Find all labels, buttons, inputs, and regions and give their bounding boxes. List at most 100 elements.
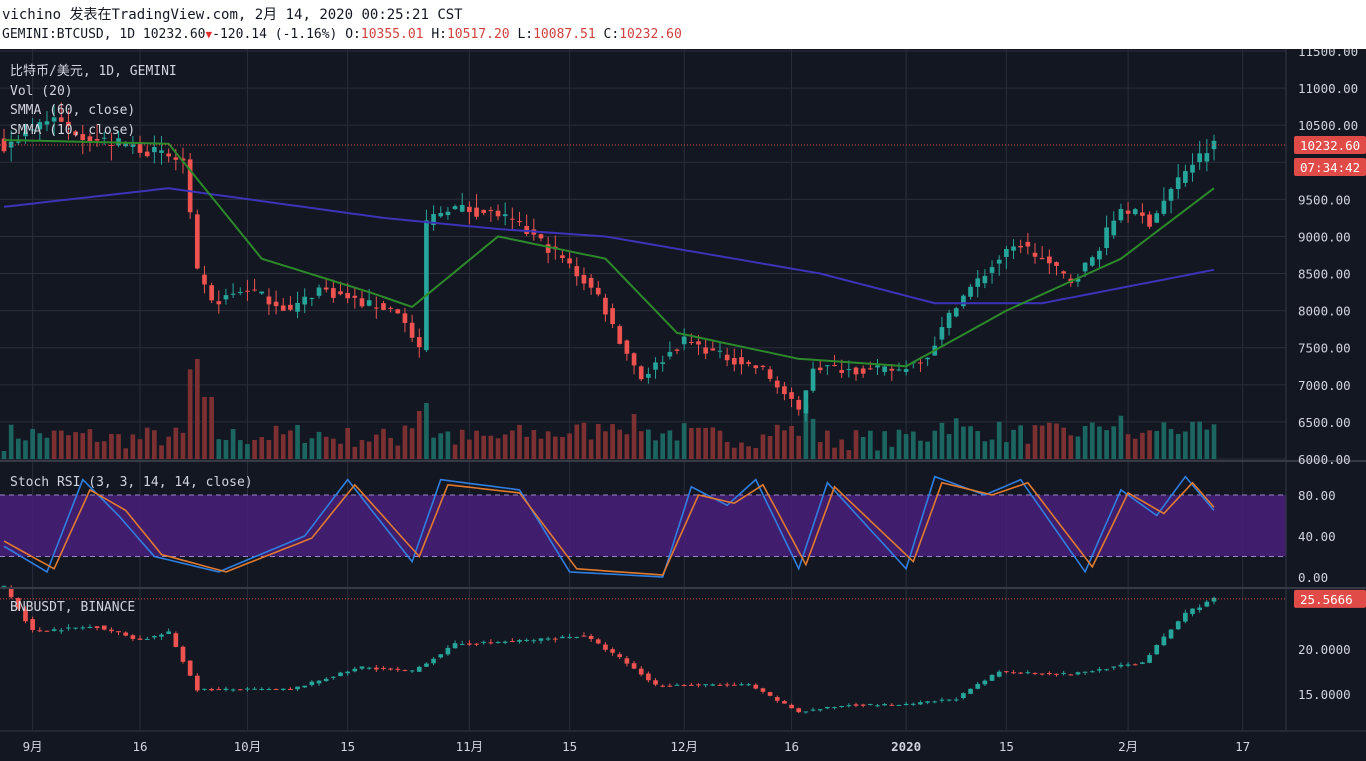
btc-candle [216, 301, 222, 305]
volume-bar [796, 435, 802, 459]
volume-bar [166, 436, 172, 459]
volume-bar [202, 397, 207, 459]
btc-candle [868, 368, 873, 370]
bnb-candle [66, 627, 71, 629]
btc-candle [610, 308, 615, 325]
btc-candle [889, 368, 895, 371]
bnb-candle [280, 688, 286, 691]
vol-legend: Vol (20) [10, 84, 73, 99]
bnb-candle [860, 704, 866, 706]
btc-candle [703, 347, 708, 354]
bnb-candle [23, 609, 28, 622]
volume-bar [946, 434, 952, 459]
btc-candle [860, 368, 866, 374]
volume-bar [459, 429, 465, 459]
volume-bar [1089, 422, 1095, 459]
btc-candle [245, 290, 250, 292]
bnb-candle [996, 671, 1002, 677]
btc-candle [1039, 257, 1045, 260]
price-candles [0, 102, 1286, 422]
btc-candle [638, 366, 644, 380]
smma60-line [3, 187, 1215, 305]
btc-candle [753, 365, 759, 369]
volume-bar [918, 440, 923, 459]
btc-candle [194, 214, 200, 269]
volume-bar [882, 431, 887, 459]
bnb-candle [467, 643, 472, 645]
volume-bar [975, 431, 981, 459]
btc-candle [1011, 246, 1016, 251]
btc-candle [567, 258, 572, 264]
time-tick: 16 [133, 739, 148, 754]
volume-bar [266, 440, 272, 459]
bnb-candle [946, 699, 952, 701]
bnb-price-tag-bg [1294, 589, 1366, 608]
volume-bar [295, 424, 300, 459]
volume-bar [753, 447, 759, 459]
btc-candle [51, 117, 57, 122]
stoch-band [0, 495, 1286, 557]
bnb-tick: 15.0000 [1298, 687, 1351, 702]
btc-candle [1104, 227, 1109, 249]
bnb-candle [552, 638, 558, 640]
volume-bar [345, 428, 350, 459]
btc-candle [345, 292, 350, 299]
bnb-candle [1046, 672, 1052, 675]
bnb-candle [810, 709, 816, 711]
btc-candle [667, 351, 673, 357]
volume-bar [889, 446, 895, 459]
volume-bar [531, 430, 537, 459]
bnb-candle [15, 598, 21, 609]
volume-bar [603, 431, 608, 459]
bnb-candle [152, 636, 157, 638]
volume-bar [216, 439, 222, 459]
btc-candle [918, 362, 923, 364]
bnb-candle [667, 685, 673, 687]
stoch-k-line [3, 475, 1215, 578]
bnb-candle [1154, 645, 1160, 655]
bnb-candles [0, 585, 1286, 714]
bnb-candle [975, 683, 981, 689]
price-tick: 10500.00 [1298, 118, 1358, 133]
volume-bar [445, 431, 451, 459]
btc-candle [946, 312, 952, 329]
volume-bar [803, 404, 809, 459]
bnb-candle [474, 643, 479, 645]
volume-bar [409, 428, 415, 459]
btc-candle [1132, 209, 1138, 215]
volume-bar [624, 434, 630, 459]
btc-candle [517, 221, 522, 223]
btc-candle [1190, 164, 1195, 173]
btc-candle [338, 291, 343, 295]
volume-bar [1075, 436, 1081, 459]
price-tick: 9000.00 [1298, 229, 1351, 244]
bnb-candle [1032, 672, 1038, 674]
bnb-candle [1068, 674, 1074, 676]
btc-candle [1075, 278, 1081, 282]
volume-bar [8, 424, 14, 459]
volume-bar [638, 431, 644, 459]
time-tick: 15 [999, 739, 1014, 754]
price-tick: 6500.00 [1298, 415, 1351, 430]
bnb-candle [481, 641, 487, 643]
bnb-candle [202, 688, 207, 690]
bnb-candle [30, 619, 35, 630]
volume-bar [381, 428, 386, 459]
chart-canvas[interactable]: 6000.00 6500.00 7000.00 7500.00 8000.00 8500.… [0, 49, 1366, 761]
countdown-tag-bg [1294, 158, 1366, 177]
bnb-candle [753, 684, 759, 689]
volume-bar [825, 430, 830, 459]
bnb-candle [782, 701, 787, 704]
price-tick: 11000.00 [1298, 81, 1358, 96]
btc-candle [982, 275, 988, 284]
btc-candle [252, 289, 257, 291]
bnb-candle [903, 703, 909, 706]
btc-candle [395, 309, 401, 314]
time-tick: 11月 [456, 739, 484, 754]
bnb-candle [1118, 664, 1124, 667]
btc-candle [424, 220, 429, 351]
volume-bar [717, 430, 723, 459]
btc-candle [817, 367, 823, 371]
bnb-tick: 20.0000 [1298, 642, 1351, 657]
bnb-candle [252, 688, 257, 690]
